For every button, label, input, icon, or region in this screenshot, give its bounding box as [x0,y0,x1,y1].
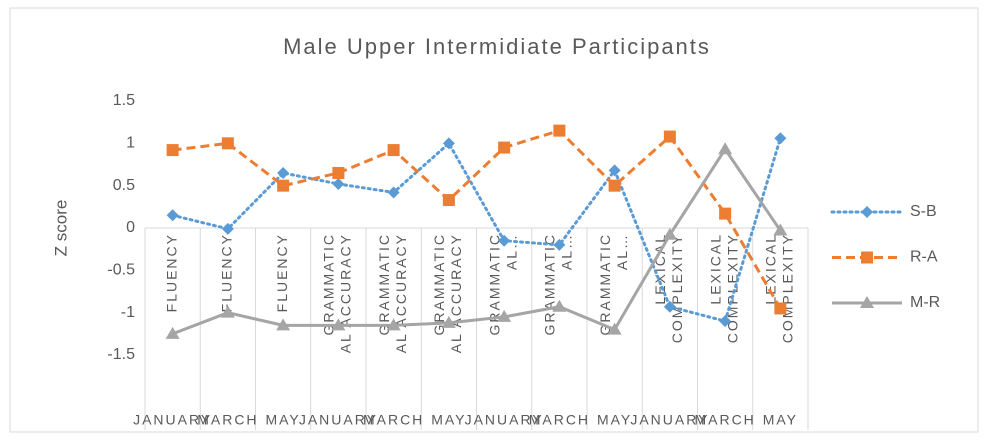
y-tick-label: 1.5 [113,92,135,109]
x-group-label: FLUENCY [163,233,179,312]
x-tick-label: MAY [597,412,632,428]
data-point [662,227,677,240]
y-tick-label: 0 [126,219,135,236]
x-tick-label: JANUARY [299,412,378,428]
data-point [608,179,621,192]
x-group-label: GRAMMATIC [321,233,337,336]
legend-label: S-B [910,203,937,220]
x-tick-label: JANUARY [465,412,544,428]
chart-title: Male Upper Intermidiate Participants [283,34,711,59]
x-group-label: GRAMMATIC [486,233,502,336]
x-group-label: GRAMMATIC [597,233,613,336]
data-point [220,305,235,318]
data-point [663,130,676,143]
x-group-label: COMPLEXITY [780,233,796,343]
x-tick-label: MARCH [363,412,424,428]
data-point [442,194,455,207]
data-point [774,132,787,145]
x-group-label: COMPLEXITY [724,233,740,343]
x-group-label: FLUENCY [219,233,235,312]
x-group-label: GRAMMATIC [431,233,447,336]
data-point [607,322,622,335]
data-point [387,144,400,157]
data-point [773,223,788,236]
y-tick-label: -0.5 [107,262,135,279]
series-line [172,128,782,310]
data-point [498,234,511,247]
data-point [774,302,787,315]
x-group-label: AL ACCURACY [393,233,409,353]
data-point [331,318,346,331]
data-point [553,124,566,137]
y-tick-label: 1 [126,135,135,152]
x-tick-label: MAY [431,412,466,428]
x-group-label: LEXICAL [763,233,779,305]
y-tick-label: 0.5 [113,177,135,194]
data-point [442,137,455,150]
x-group-label: LEXICAL [707,233,723,305]
y-tick-label: -1 [121,304,135,321]
data-point [497,309,512,322]
data-point [332,177,345,190]
legend-marker [860,296,874,308]
x-tick-label: JANUARY [630,412,709,428]
data-point [166,209,179,222]
data-point [166,144,179,157]
x-group-label: FLUENCY [274,233,290,312]
series-line [171,136,782,323]
data-point [498,141,511,154]
series-line [172,146,782,336]
y-axis-label: Z score [51,200,70,257]
data-point [332,166,345,179]
y-tick-label: -1.5 [107,346,135,363]
legend-marker [861,206,873,218]
legend-label: M-R [910,294,940,311]
data-point [608,164,621,177]
x-group-label: AL… [559,233,575,270]
data-point [663,300,676,313]
x-tick-label: MAY [265,412,300,428]
data-point [277,166,290,179]
data-point [719,315,732,328]
x-group-label: AL… [614,233,630,270]
data-point [276,318,291,331]
x-tick-label: MARCH [529,412,590,428]
x-group-label: LEXICAL [652,233,668,305]
x-tick-label: MAY [763,412,798,428]
x-group-label: AL ACCURACY [338,233,354,353]
data-point [387,186,400,199]
x-tick-label: MARCH [197,412,258,428]
data-point [719,207,732,220]
data-point [221,137,234,150]
x-tick-label: JANUARY [133,412,212,428]
data-point [718,142,733,155]
x-group-label: AL ACCURACY [448,233,464,353]
data-point [221,222,234,235]
data-point [386,318,401,331]
x-group-label: GRAMMATIC [376,233,392,336]
x-group-label: GRAMMATIC [542,233,558,336]
data-point [277,179,290,192]
x-group-label: COMPLEXITY [669,233,685,343]
data-point [553,238,566,251]
x-tick-label: MARCH [694,412,755,428]
data-point [165,326,180,339]
data-point [552,299,567,312]
data-point [441,315,456,328]
legend-marker [861,251,873,264]
legend-label: R-A [910,249,938,266]
chart-border [9,7,979,433]
